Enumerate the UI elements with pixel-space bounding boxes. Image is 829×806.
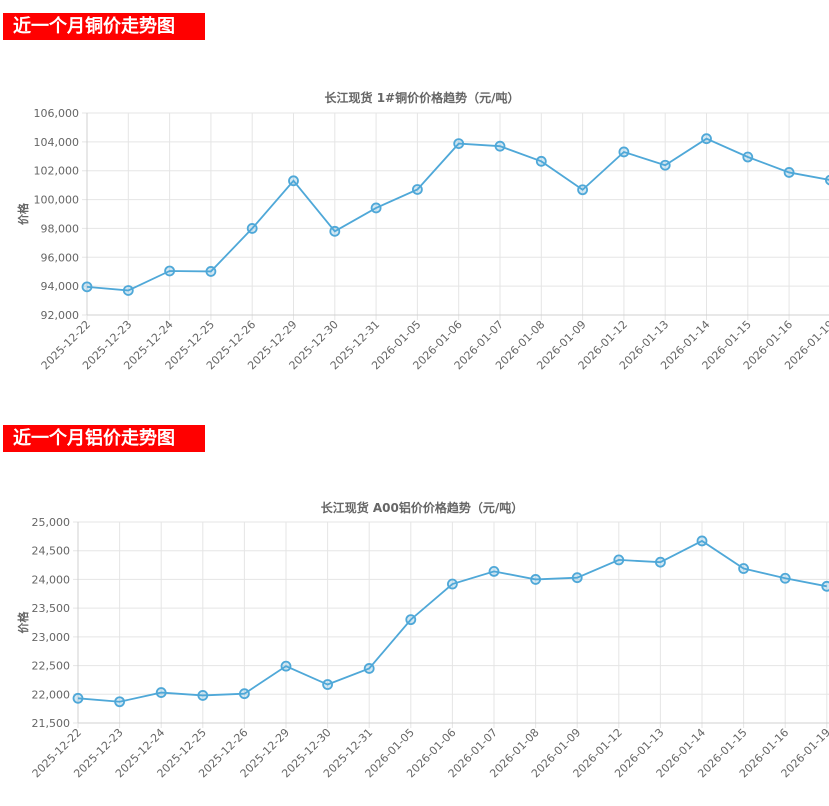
copper-y-tick-label: 104,000 <box>34 136 80 149</box>
copper-series-line <box>86 137 829 292</box>
aluminum-y-tick-label: 22,500 <box>32 660 71 673</box>
copper-chart-title: 长江现货 1#铜价价格趋势（元/吨） <box>325 90 520 105</box>
copper-data-point <box>494 140 506 152</box>
copper-data-point <box>246 223 258 234</box>
aluminum-data-point <box>571 572 583 584</box>
aluminum-data-point <box>779 572 791 584</box>
copper-data-point <box>783 167 795 178</box>
aluminum-y-tick-label: 21,500 <box>32 717 71 730</box>
copper-section-heading: 近一个月铜价走势图 <box>3 13 205 40</box>
aluminum-y-tick-label: 23,500 <box>32 602 71 615</box>
aluminum-y-axis-label: 价格 <box>16 611 30 634</box>
copper-y-tick-label: 92,000 <box>41 309 80 322</box>
aluminum-y-tick-label: 23,000 <box>32 631 71 644</box>
aluminum-data-point <box>280 660 292 672</box>
aluminum-data-point <box>530 574 541 585</box>
aluminum-chart-title: 长江现货 A00铝价价格趋势（元/吨） <box>321 500 524 515</box>
copper-y-tick-label: 96,000 <box>41 251 80 264</box>
copper-data-point <box>535 155 547 167</box>
aluminum-data-point <box>363 663 375 674</box>
copper-data-point <box>411 184 423 195</box>
aluminum-data-point <box>446 578 458 590</box>
aluminum-y-tick-label: 24,500 <box>32 545 71 558</box>
aluminum-section-heading: 近一个月铝价走势图 <box>3 425 205 452</box>
copper-data-point <box>370 202 382 214</box>
aluminum-data-point <box>322 679 334 690</box>
copper-data-point <box>659 159 671 171</box>
aluminum-data-point <box>72 692 84 704</box>
copper-data-point <box>453 138 465 149</box>
copper-data-point <box>825 174 829 186</box>
copper-y-tick-label: 106,000 <box>34 107 80 120</box>
copper-data-point <box>122 285 134 296</box>
aluminum-data-point <box>696 535 708 547</box>
copper-price-chart: 长江现货 1#铜价价格趋势（元/吨） 价格 92,000 94,000 96,000 98… <box>16 90 829 372</box>
copper-y-axis-label: 价格 <box>16 202 30 225</box>
copper-data-point <box>701 133 712 145</box>
aluminum-data-point <box>613 554 625 566</box>
copper-data-point <box>288 175 299 187</box>
aluminum-data-point <box>197 690 209 701</box>
copper-data-point <box>618 146 630 158</box>
copper-data-point <box>81 281 93 293</box>
aluminum-data-point <box>655 556 666 568</box>
copper-data-point <box>205 266 217 277</box>
copper-y-tick-label: 102,000 <box>34 165 80 178</box>
copper-data-point <box>164 265 176 277</box>
aluminum-y-tick-label: 24,000 <box>32 573 71 586</box>
aluminum-data-point <box>821 580 829 592</box>
aluminum-y-tick-label: 22,000 <box>32 688 71 701</box>
aluminum-series-line <box>77 539 827 703</box>
aluminum-data-point <box>155 687 167 698</box>
copper-y-tick-label: 98,000 <box>41 222 80 235</box>
aluminum-data-point <box>488 565 500 577</box>
aluminum-price-chart: 长江现货 A00铝价价格趋势（元/吨） 价格 21,500 22,000 22,500 2… <box>16 500 829 780</box>
aluminum-y-tick-label: 25,000 <box>32 516 71 529</box>
aluminum-data-point <box>238 688 250 700</box>
aluminum-data-point <box>114 696 125 708</box>
copper-data-point <box>329 225 341 237</box>
copper-y-tick-label: 94,000 <box>41 280 80 293</box>
copper-data-point <box>742 151 754 163</box>
aluminum-data-point <box>405 614 417 626</box>
aluminum-data-point <box>738 563 749 574</box>
copper-data-point <box>577 184 588 196</box>
copper-y-tick-label: 100,000 <box>34 194 80 207</box>
